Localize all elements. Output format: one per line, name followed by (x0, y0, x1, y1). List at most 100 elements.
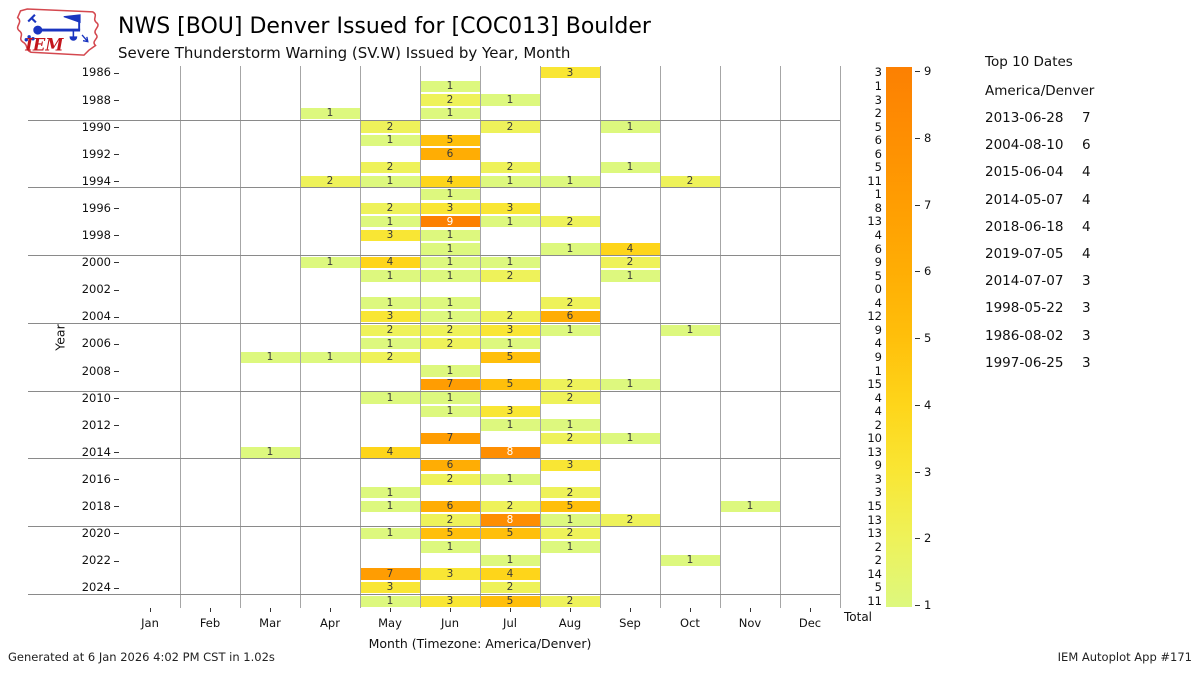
heatmap-cell: 2 (540, 527, 600, 540)
top10-count: 3 (1082, 327, 1091, 344)
five-year-gridline (28, 390, 840, 392)
heatmap-cell: 2 (480, 500, 540, 513)
total-value: 0 (874, 282, 882, 297)
total-value: 5 (874, 580, 882, 595)
total-value: 1 (874, 78, 882, 93)
heatmap-cell: 2 (480, 270, 540, 282)
heatmap-cell: 3 (420, 595, 480, 607)
y-tick-label: 1990 (81, 119, 111, 134)
x-tick-mark (330, 608, 331, 612)
y-tick-label: 2012 (81, 417, 111, 432)
y-tick-label: 1996 (81, 200, 111, 215)
month-gridline (660, 66, 661, 608)
month-gridline (780, 66, 781, 608)
total-value: 13 (867, 512, 882, 527)
heatmap-cell: 4 (420, 175, 480, 187)
total-value: 9 (874, 458, 882, 473)
total-value: 9 (874, 349, 882, 364)
y-tick-label: 2004 (81, 309, 111, 324)
total-value: 10 (867, 431, 882, 446)
y-tick-label: 2014 (81, 444, 111, 459)
colorbar-tick-label: 8 (924, 130, 932, 145)
total-value: 11 (867, 173, 882, 188)
heatmap-cell: 3 (360, 229, 420, 242)
heatmap-cell: 3 (540, 460, 600, 472)
total-value: 4 (874, 404, 882, 419)
x-tick-mark (450, 608, 451, 612)
month-gridline (480, 66, 481, 608)
heatmap-cell: 1 (360, 392, 420, 404)
heatmap-cell: 8 (480, 514, 540, 526)
total-value: 11 (867, 593, 882, 608)
top10-date: 2018-06-18 (985, 218, 1064, 235)
x-tick-label: Nov (738, 616, 762, 630)
total-value: 1 (874, 363, 882, 378)
top10-entry: 2014-07-07 3 (985, 273, 1125, 289)
heatmap-cell: 5 (480, 527, 540, 540)
heatmap-cell: 6 (420, 500, 480, 513)
top10-date: 2019-07-05 (985, 246, 1064, 262)
top10-entry: 2014-05-07 4 (985, 192, 1125, 208)
heatmap-cell: 1 (600, 121, 660, 133)
top10-count: 4 (1082, 164, 1091, 181)
iem-logo: IEM (16, 8, 99, 56)
y-tick-label: 1994 (81, 173, 111, 188)
heatmap-cell: 5 (420, 527, 480, 540)
colorbar-tick-mark (915, 338, 920, 339)
total-value: 6 (874, 146, 882, 161)
y-tick-mark (114, 262, 119, 264)
y-tick-mark (114, 479, 119, 481)
total-value: 3 (874, 471, 882, 486)
y-tick-label: 2010 (81, 390, 111, 405)
total-value: 2 (874, 106, 882, 121)
heatmap-cell: 1 (360, 500, 420, 513)
colorbar-tick-label: 2 (924, 531, 932, 546)
heatmap-cell: 6 (420, 460, 480, 472)
heatmap-cell: 1 (480, 94, 540, 106)
x-tick-label: Apr (320, 616, 340, 630)
heatmap-cell: 5 (480, 378, 540, 391)
x-tick-mark (390, 608, 391, 612)
y-tick-label: 2000 (81, 255, 111, 270)
heatmap-cell: 1 (480, 175, 540, 187)
top10-date: 2013-06-28 (985, 110, 1064, 126)
y-tick-mark (114, 316, 119, 318)
heatmap-cell: 1 (480, 338, 540, 350)
heatmap-cell: 1 (540, 243, 600, 255)
y-tick-label: 2008 (81, 363, 111, 378)
heatmap-cell: 1 (420, 392, 480, 404)
heatmap-cell: 5 (480, 351, 540, 363)
x-axis-label: Month (Timezone: America/Denver) (368, 636, 592, 651)
colorbar-tick-label: 1 (924, 598, 932, 612)
heatmap-cell: 3 (480, 405, 540, 418)
top10-entry: 2004-08-10 6 (985, 137, 1125, 153)
month-gridline (240, 66, 241, 608)
x-tick-label: May (378, 616, 402, 630)
total-value: 4 (874, 295, 882, 310)
month-gridline (540, 66, 541, 608)
heatmap-cell: 2 (360, 324, 420, 336)
heatmap-cell: 3 (420, 568, 480, 580)
total-value: 4 (874, 336, 882, 351)
heatmap-cell: 4 (360, 256, 420, 269)
y-tick-mark (114, 126, 119, 128)
top10-date: 2014-05-07 (985, 191, 1064, 208)
heatmap-cell: 1 (480, 473, 540, 485)
y-tick-mark (114, 235, 119, 237)
y-tick-mark (114, 533, 119, 535)
heatmap-cell: 1 (540, 514, 600, 526)
heatmap-cell: 2 (300, 175, 360, 187)
five-year-gridline (28, 526, 840, 528)
heatmap-cell: 1 (420, 297, 480, 309)
top10-count: 3 (1082, 273, 1091, 290)
heatmap-cell: 1 (420, 107, 480, 120)
heatmap-cell: 1 (360, 175, 420, 187)
colorbar-tick-mark (915, 404, 920, 406)
heatmap-cell: 2 (660, 175, 720, 187)
heatmap-cell: 1 (240, 351, 300, 363)
heatmap-cell: 5 (480, 595, 540, 607)
heatmap-cell: 1 (420, 311, 480, 323)
x-tick-label: Sep (619, 616, 641, 630)
heatmap-cell: 3 (540, 67, 600, 79)
total-value: 9 (874, 255, 882, 270)
